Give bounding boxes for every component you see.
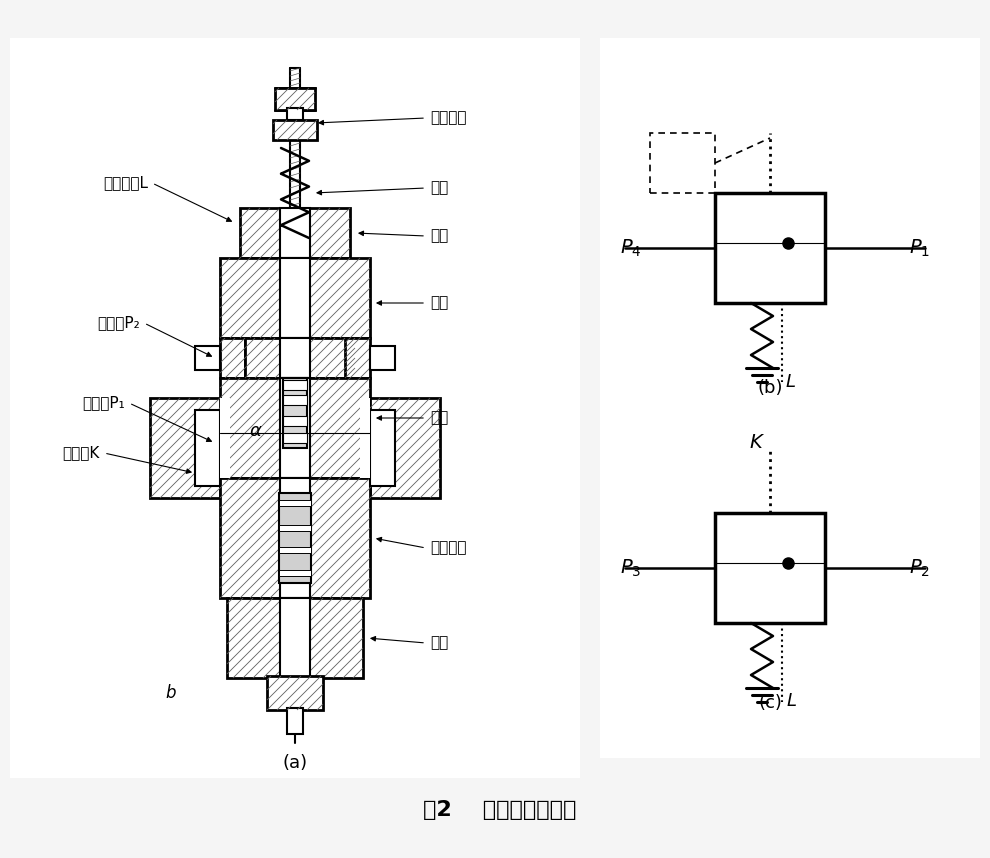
Bar <box>150 398 220 498</box>
Text: 弹簧: 弹簧 <box>430 180 448 196</box>
Bar <box>275 88 315 110</box>
Bar <box>287 108 303 120</box>
Bar <box>600 38 980 468</box>
Text: $P_2$: $P_2$ <box>909 558 930 578</box>
Text: (c): (c) <box>758 694 782 712</box>
Text: (b): (b) <box>757 379 783 397</box>
Bar <box>227 598 363 678</box>
Bar <box>10 38 580 778</box>
Text: L: L <box>787 692 797 710</box>
Text: 出油腔P₂: 出油腔P₂ <box>97 316 140 330</box>
Bar <box>220 478 370 598</box>
Bar <box>345 338 370 378</box>
Bar <box>220 398 230 478</box>
Bar <box>370 346 395 370</box>
Bar <box>220 258 370 338</box>
Bar <box>280 338 310 378</box>
Text: (a): (a) <box>282 754 308 772</box>
Bar <box>360 398 370 478</box>
Text: 阀体: 阀体 <box>430 295 448 311</box>
Bar <box>240 208 350 258</box>
Text: 外腔口K: 外腔口K <box>62 445 100 461</box>
Bar <box>283 395 307 405</box>
Text: $P_1$: $P_1$ <box>909 238 930 258</box>
Text: 控制活塞: 控制活塞 <box>430 541 466 555</box>
Bar <box>195 410 220 486</box>
Bar <box>600 398 980 758</box>
Bar <box>195 346 220 370</box>
Text: 阀芯: 阀芯 <box>430 410 448 426</box>
Bar <box>267 676 323 710</box>
Text: b: b <box>165 684 175 702</box>
Text: 调节螺钉: 调节螺钉 <box>430 111 466 125</box>
Text: 外泄油腔L: 外泄油腔L <box>103 176 148 190</box>
Text: 阀盖: 阀盖 <box>430 228 448 244</box>
Bar <box>715 513 825 623</box>
Bar <box>245 338 355 378</box>
Bar <box>283 416 307 426</box>
Bar <box>283 380 307 390</box>
Bar <box>283 433 307 443</box>
Bar <box>279 570 311 576</box>
Bar <box>283 378 307 448</box>
Bar <box>220 378 370 478</box>
Text: $P_4$: $P_4$ <box>620 238 642 258</box>
Bar <box>370 410 395 486</box>
Text: α: α <box>249 422 261 440</box>
Text: $P_3$: $P_3$ <box>620 558 642 578</box>
Bar <box>279 493 311 583</box>
Bar <box>715 193 825 303</box>
Bar <box>280 598 310 678</box>
Bar <box>279 525 311 531</box>
Bar <box>280 478 310 598</box>
Bar <box>220 338 245 378</box>
Bar <box>280 258 310 338</box>
Bar <box>280 378 310 478</box>
Bar <box>279 500 311 506</box>
Text: 端盖: 端盖 <box>430 636 448 650</box>
Bar <box>650 133 715 193</box>
Text: L: L <box>786 373 796 391</box>
Bar <box>370 398 440 498</box>
Text: 进油腔P₁: 进油腔P₁ <box>82 396 125 410</box>
Bar <box>273 120 317 140</box>
Text: K: K <box>749 433 762 452</box>
Text: 图2    顺序阀的结构图: 图2 顺序阀的结构图 <box>424 800 577 820</box>
Bar <box>280 208 310 258</box>
Bar <box>287 708 303 734</box>
Bar <box>279 547 311 553</box>
